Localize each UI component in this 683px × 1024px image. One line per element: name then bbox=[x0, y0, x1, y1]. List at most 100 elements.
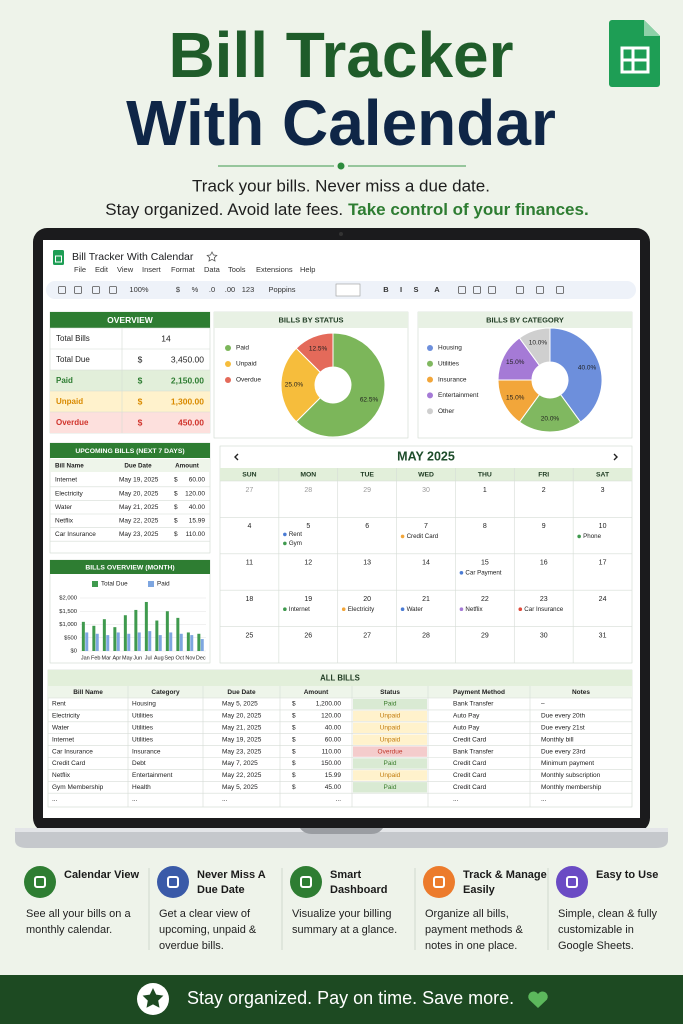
event-dot bbox=[283, 532, 287, 537]
chart-title: BILLS BY STATUS bbox=[278, 315, 343, 324]
column-header: Due Date bbox=[124, 463, 152, 470]
cell: 40.00 bbox=[189, 504, 206, 511]
header-row bbox=[48, 686, 632, 698]
day-number: 11 bbox=[246, 560, 253, 567]
cell: $ bbox=[292, 760, 296, 767]
day-number: 14 bbox=[422, 560, 430, 567]
header-row bbox=[50, 459, 210, 472]
menu-item: Format bbox=[171, 265, 196, 274]
feature-description: Simple, clean & fully customizable in Go… bbox=[558, 908, 658, 952]
y-tick-label: $1,000 bbox=[59, 622, 77, 628]
cell: $ bbox=[174, 531, 178, 538]
x-tick-label: Feb bbox=[91, 655, 100, 661]
cell: Internet bbox=[55, 477, 77, 484]
cell: Utilities bbox=[132, 725, 154, 732]
day-number: 2 bbox=[542, 487, 546, 494]
legend-label: Paid bbox=[157, 581, 170, 588]
day-number: 24 bbox=[599, 596, 607, 603]
cell: – bbox=[541, 701, 545, 708]
bar bbox=[197, 633, 201, 651]
cell: May 22, 2025 bbox=[119, 518, 159, 525]
toolbar-icon bbox=[556, 286, 564, 294]
day-number: 26 bbox=[304, 632, 312, 639]
cell: Auto Pay bbox=[453, 713, 480, 720]
event-dot bbox=[459, 607, 464, 611]
cell: May 5, 2025 bbox=[222, 784, 258, 791]
legend-swatch bbox=[427, 345, 433, 351]
menu-item: View bbox=[117, 265, 134, 274]
feature-description: See all your bills on a monthly calendar… bbox=[26, 908, 131, 936]
weekday: SAT bbox=[596, 471, 610, 478]
menu-item: Help bbox=[300, 265, 315, 274]
day-number: 28 bbox=[304, 487, 312, 494]
legend-swatch bbox=[148, 581, 154, 587]
bar bbox=[179, 633, 183, 651]
legend-swatch bbox=[427, 360, 433, 367]
bar bbox=[200, 639, 204, 651]
cell: 40.00 bbox=[325, 725, 342, 732]
cell: $ bbox=[292, 736, 296, 743]
cell: May 7, 2025 bbox=[222, 760, 258, 767]
cell: Bank Transfer bbox=[453, 701, 494, 708]
day-number: 1 bbox=[483, 487, 487, 494]
x-tick-label: Jul bbox=[145, 655, 152, 661]
next-button bbox=[613, 453, 618, 461]
legend-label: Housing bbox=[438, 345, 462, 352]
cell: Credit Card bbox=[52, 760, 86, 767]
status: Unpaid bbox=[380, 736, 401, 743]
weekday: TUE bbox=[360, 471, 374, 478]
event-dot bbox=[577, 534, 581, 539]
cell: Gym Membership bbox=[52, 784, 104, 791]
weekday: FRI bbox=[538, 471, 549, 478]
feature-icon bbox=[157, 866, 189, 898]
status: Unpaid bbox=[380, 713, 401, 720]
data-label: 20.0% bbox=[541, 416, 560, 423]
day-number: 17 bbox=[599, 560, 607, 567]
bar bbox=[81, 621, 85, 651]
row-bg bbox=[50, 370, 210, 391]
panel-title-bar bbox=[50, 312, 210, 328]
feature-description: Organize all bills, payment methods & no… bbox=[425, 908, 523, 952]
status-bg bbox=[353, 722, 427, 733]
cell: Minimum payment bbox=[541, 760, 594, 767]
cell: $ bbox=[292, 701, 296, 708]
cell: Credit Card bbox=[453, 736, 487, 743]
tagline: Stay organized. Avoid late fees. Take con… bbox=[105, 200, 588, 219]
x-tick-label: Oct bbox=[175, 655, 184, 661]
calendar-title: MAY 2025 bbox=[397, 449, 455, 463]
bar bbox=[113, 627, 117, 651]
cell: Overdue bbox=[56, 418, 89, 427]
data-label: 15.0% bbox=[506, 394, 525, 401]
pie-slice bbox=[295, 332, 386, 438]
status-bg bbox=[353, 758, 427, 769]
footer-text: Stay organized. Pay on time. Save more. bbox=[187, 988, 514, 1008]
toolbar-icon bbox=[74, 286, 82, 294]
day-number: 30 bbox=[422, 487, 430, 494]
weekday: MON bbox=[300, 471, 316, 478]
weekday-row bbox=[220, 468, 632, 481]
toolbar-icon bbox=[458, 286, 466, 294]
feature-icon bbox=[290, 866, 322, 898]
bar bbox=[134, 609, 138, 651]
footer-heart bbox=[528, 991, 548, 1008]
y-tick-label: $0 bbox=[71, 649, 77, 655]
feature: Calendar View See all your bills on a mon… bbox=[20, 866, 150, 966]
cell: Utilities bbox=[132, 736, 154, 743]
feature-icon bbox=[423, 866, 455, 898]
column-header: Category bbox=[151, 689, 180, 696]
panel-title: ALL BILLS bbox=[320, 674, 360, 683]
status: Paid bbox=[383, 760, 396, 767]
cell: Internet bbox=[52, 736, 74, 743]
column-header: Payment Method bbox=[453, 689, 505, 696]
day-number: 15 bbox=[481, 560, 489, 567]
cell: $ bbox=[292, 748, 296, 755]
chart-title: BILLS OVERVIEW (MONTH) bbox=[85, 564, 174, 571]
feature-title: Track & Manage Easily bbox=[463, 869, 547, 896]
feature-title: Smart Dashboard bbox=[330, 869, 388, 896]
panel-title-bar bbox=[214, 312, 408, 328]
cell: Rent bbox=[52, 701, 66, 708]
day-number: 9 bbox=[542, 523, 546, 530]
data-label: 40.0% bbox=[578, 365, 597, 372]
event: Netflix bbox=[465, 606, 483, 613]
